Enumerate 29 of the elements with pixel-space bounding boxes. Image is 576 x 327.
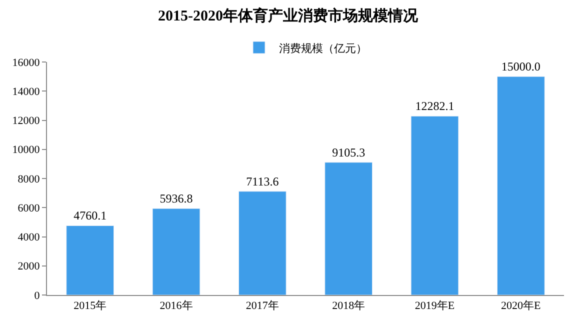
x-tick-label: 2019年E <box>414 300 455 312</box>
x-tick-label: 2020年E <box>501 300 542 312</box>
bar <box>324 162 373 295</box>
text: 7113.6 <box>246 174 279 188</box>
text: 12282.1 <box>415 99 454 114</box>
y-tick-label: 4000 <box>18 232 40 244</box>
x-tick-label: 2018年 <box>332 300 366 312</box>
y-tick-label: 10000 <box>12 144 40 156</box>
bar <box>496 76 545 295</box>
x-tick-label: 2015年 <box>74 300 107 312</box>
bar <box>410 116 459 295</box>
y-tick-label: 16000 <box>12 56 40 69</box>
text: 4760.1 <box>74 208 107 223</box>
x-tick-label: 2017年 <box>246 300 279 312</box>
y-tick-label: 14000 <box>12 86 40 98</box>
text: 15000.0 <box>501 60 540 74</box>
x-tick-label: 2016年 <box>160 300 193 312</box>
bar <box>238 191 286 295</box>
y-tick-label: 6000 <box>18 202 40 214</box>
bar <box>66 225 114 295</box>
y-tick-label: 12000 <box>12 115 40 128</box>
chart-title: 2015-2020年体育产业消费市场规模情况 <box>158 6 419 24</box>
text: 5936.8 <box>160 192 193 206</box>
text: 9105.3 <box>332 145 366 160</box>
y-tick-label: 0 <box>34 290 40 302</box>
legend-label: 消费规模（亿元） <box>279 42 367 55</box>
bar <box>152 208 200 295</box>
y-tick-label: 8000 <box>18 173 40 186</box>
y-tick-label: 2000 <box>18 260 40 273</box>
